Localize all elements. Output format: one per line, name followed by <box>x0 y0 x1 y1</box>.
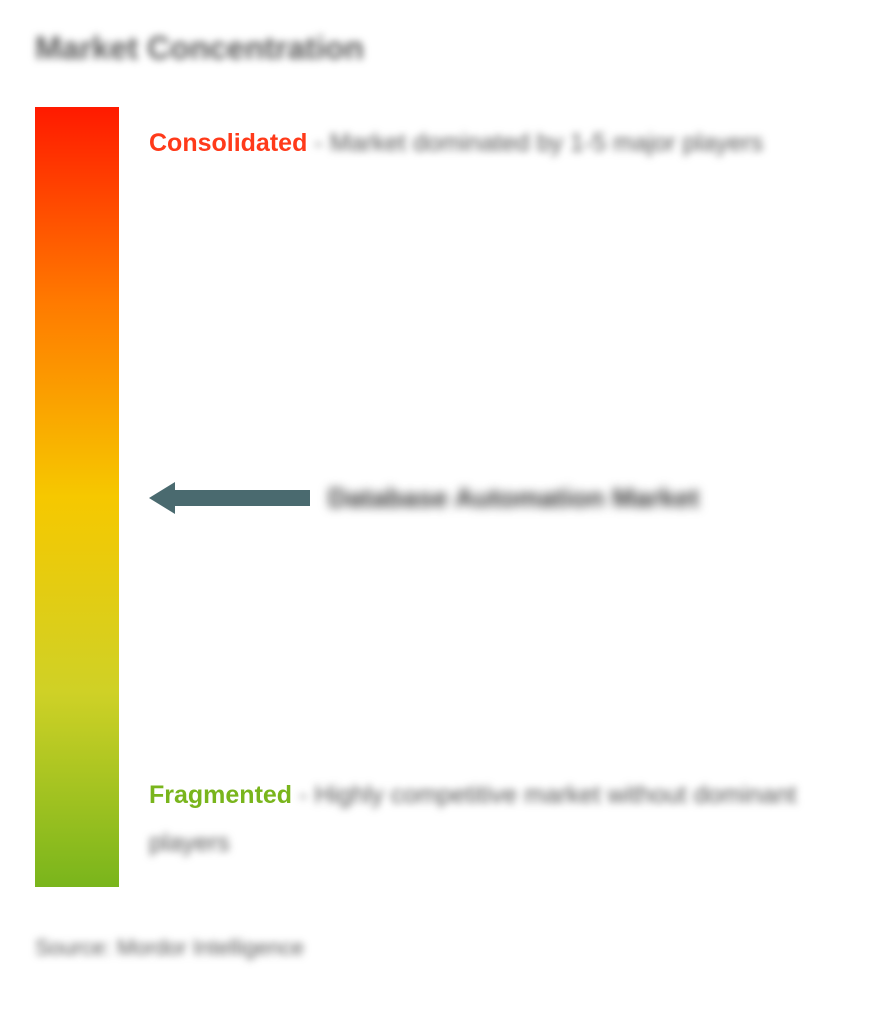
gradient-scale-bar <box>35 107 119 887</box>
consolidated-label: Consolidated - Market dominated by 1-5 m… <box>149 119 846 167</box>
fragmented-label: Fragmented - Highly competitive market w… <box>149 771 846 867</box>
source-attribution: Source: Mordor Intelligence <box>35 935 856 961</box>
page-title: Market Concentration <box>35 30 856 67</box>
concentration-diagram: Consolidated - Market dominated by 1-5 m… <box>35 107 856 907</box>
consolidated-desc: - Market dominated by 1-5 major players <box>314 129 763 157</box>
market-name: Database Automation Market <box>328 483 699 514</box>
labels-column: Consolidated - Market dominated by 1-5 m… <box>149 107 856 887</box>
pointer-arrow-icon <box>149 482 310 514</box>
consolidated-term: Consolidated <box>149 129 307 157</box>
fragmented-term: Fragmented <box>149 781 292 809</box>
market-pointer: Database Automation Market <box>149 482 699 514</box>
